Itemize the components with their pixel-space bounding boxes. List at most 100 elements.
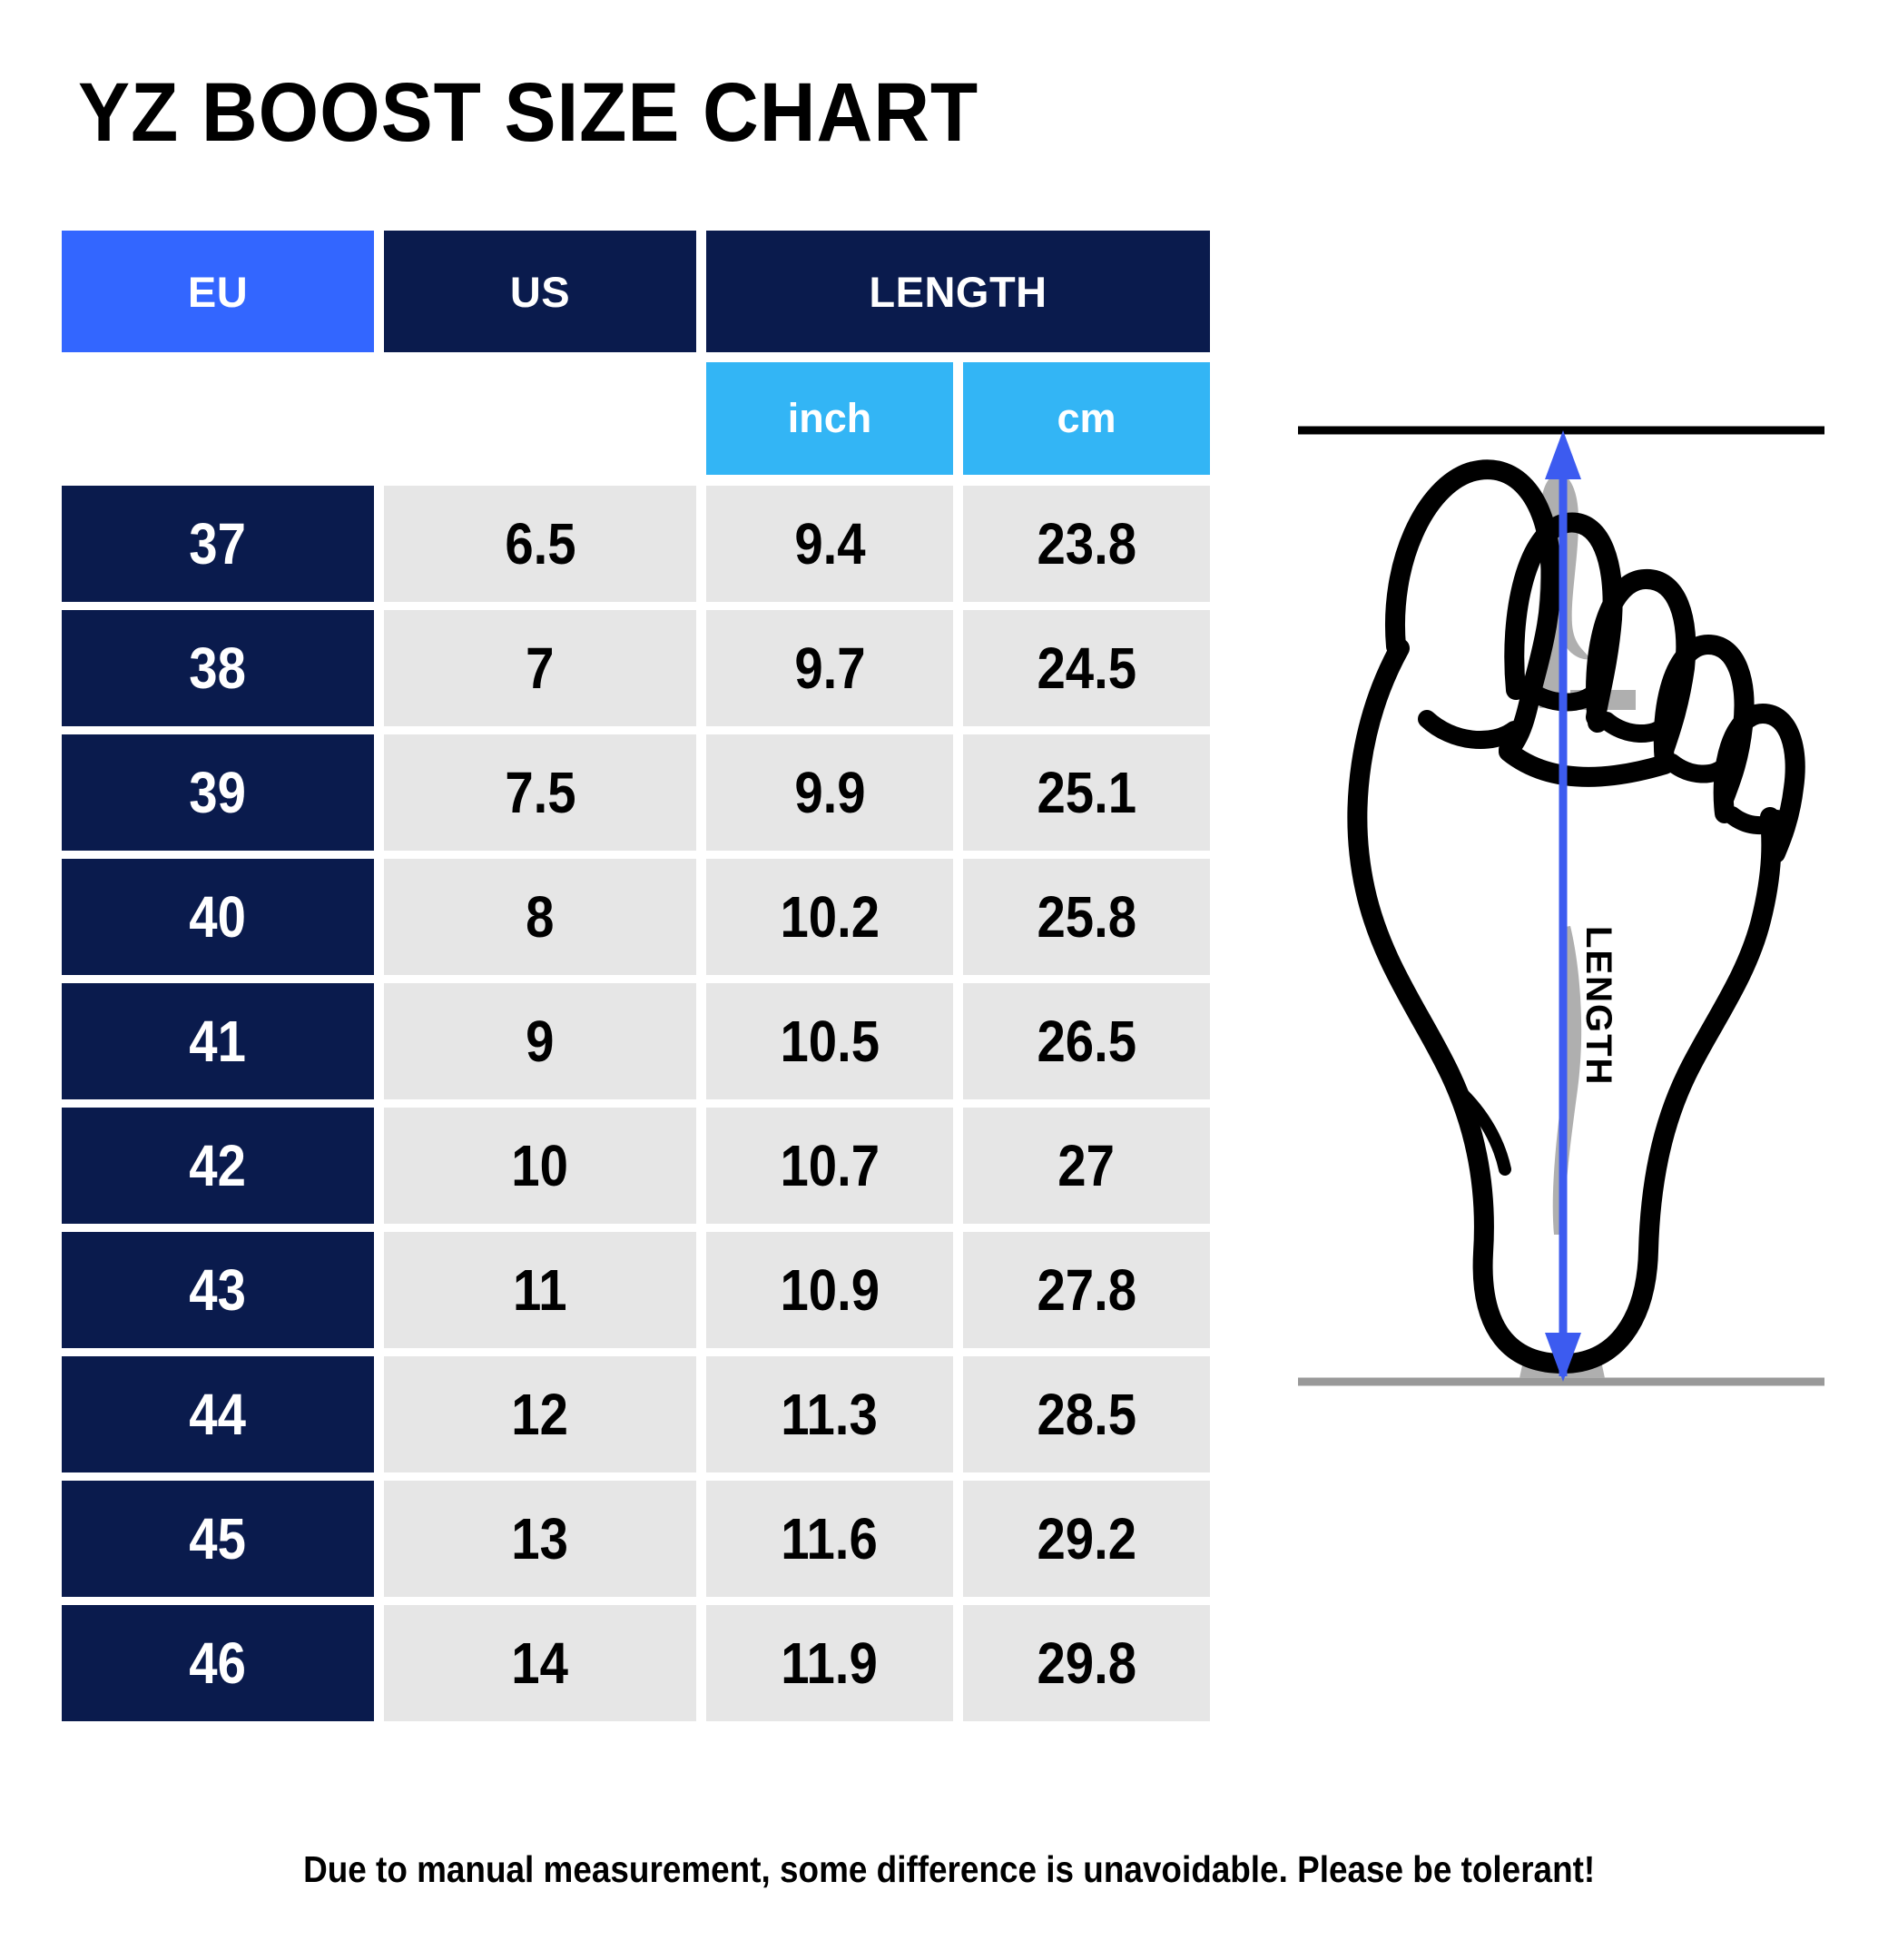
- cell-inch-38-value: 9.7: [793, 635, 866, 701]
- cell-inch-43-value: 10.9: [780, 1257, 880, 1323]
- cell-us-44: 12: [384, 1356, 696, 1472]
- subheader-spacer: [62, 362, 696, 475]
- cell-inch-39: 9.9: [706, 734, 953, 851]
- cell-inch-40: 10.2: [706, 859, 953, 975]
- column-header-cm: cm: [963, 362, 1210, 475]
- cell-cm-38: 24.5: [963, 610, 1210, 726]
- table-row: 43 11 10.9 27.8: [62, 1232, 1210, 1348]
- column-header-us: US: [384, 231, 696, 352]
- cell-cm-43: 27.8: [963, 1232, 1210, 1348]
- cell-us-42: 10: [384, 1108, 696, 1224]
- toe-little: [1713, 704, 1805, 863]
- length-label: LENGTH: [1578, 926, 1618, 1086]
- cell-cm-37-value: 23.8: [1037, 511, 1136, 576]
- cell-inch-37: 9.4: [706, 486, 953, 602]
- cell-us-45: 13: [384, 1481, 696, 1597]
- cell-inch-37-value: 9.4: [793, 511, 866, 576]
- cell-cm-46-value: 29.8: [1037, 1630, 1136, 1696]
- cell-us-45-value: 13: [511, 1506, 569, 1571]
- cell-eu-38: 38: [62, 610, 374, 726]
- cell-cm-39: 25.1: [963, 734, 1210, 851]
- cell-us-39: 7.5: [384, 734, 696, 851]
- cell-inch-45: 11.6: [706, 1481, 953, 1597]
- cell-us-39-value: 7.5: [504, 760, 576, 825]
- cell-eu-37-value: 37: [189, 511, 247, 576]
- cell-us-37: 6.5: [384, 486, 696, 602]
- cell-cm-46: 29.8: [963, 1605, 1210, 1721]
- table-row: 38 7 9.7 24.5: [62, 610, 1210, 726]
- cell-cm-39-value: 25.1: [1037, 760, 1136, 825]
- cell-eu-39-value: 39: [189, 760, 247, 825]
- cell-inch-43: 10.9: [706, 1232, 953, 1348]
- cell-eu-43-value: 43: [189, 1257, 247, 1323]
- cell-us-46-value: 14: [511, 1630, 569, 1696]
- toe-big-crease: [1418, 710, 1523, 749]
- cell-us-42-value: 10: [511, 1133, 569, 1198]
- cell-inch-40-value: 10.2: [780, 884, 880, 950]
- cell-us-37-value: 6.5: [504, 511, 576, 576]
- cell-inch-45-value: 11.6: [781, 1506, 879, 1571]
- cell-us-43-value: 11: [513, 1257, 567, 1323]
- cell-inch-46-value: 11.9: [781, 1630, 879, 1696]
- cell-inch-42-value: 10.7: [780, 1133, 880, 1198]
- table-row: 37 6.5 9.4 23.8: [62, 486, 1210, 602]
- cell-cm-40: 25.8: [963, 859, 1210, 975]
- cell-us-40: 8: [384, 859, 696, 975]
- cell-us-41: 9: [384, 983, 696, 1099]
- table-subheader-row: inch cm: [62, 362, 1210, 475]
- table-body: 37 6.5 9.4 23.8 38 7 9.7 24.5 39 7.5 9.9 25.1 40 8 10.…: [62, 486, 1210, 1721]
- cell-eu-42-value: 42: [189, 1133, 247, 1198]
- column-header-inch: inch: [706, 362, 953, 475]
- cell-eu-45: 45: [62, 1481, 374, 1597]
- cell-cm-41: 26.5: [963, 983, 1210, 1099]
- cell-cm-40-value: 25.8: [1037, 884, 1136, 950]
- table-row: 44 12 11.3 28.5: [62, 1356, 1210, 1472]
- table-row: 46 14 11.9 29.8: [62, 1605, 1210, 1721]
- cell-us-44-value: 12: [511, 1382, 569, 1447]
- cell-eu-46: 46: [62, 1605, 374, 1721]
- table-header-row: EU US LENGTH: [62, 231, 1210, 352]
- cell-us-43: 11: [384, 1232, 696, 1348]
- column-header-eu: EU: [62, 231, 374, 352]
- table-row: 42 10 10.7 27: [62, 1108, 1210, 1224]
- length-arrow-head-bottom: [1545, 1333, 1581, 1382]
- foot-measurement-diagram: LENGTH: [1298, 418, 1824, 1425]
- table-row: 40 8 10.2 25.8: [62, 859, 1210, 975]
- measurement-disclaimer-text: Due to manual measurement, some differen…: [302, 1848, 1596, 1890]
- table-row: 45 13 11.6 29.2: [62, 1481, 1210, 1597]
- cell-cm-44: 28.5: [963, 1356, 1210, 1472]
- cell-inch-44-value: 11.3: [781, 1382, 879, 1447]
- foot-sole-outline: [1347, 638, 1782, 1374]
- cell-eu-38-value: 38: [189, 635, 247, 701]
- toe-third: [1586, 569, 1696, 758]
- cell-us-38: 7: [384, 610, 696, 726]
- cell-cm-44-value: 28.5: [1037, 1382, 1136, 1447]
- cell-cm-42: 27: [963, 1108, 1210, 1224]
- cell-eu-44-value: 44: [189, 1382, 247, 1447]
- cell-cm-45: 29.2: [963, 1481, 1210, 1597]
- cell-inch-41-value: 10.5: [780, 1009, 880, 1074]
- cell-cm-38-value: 24.5: [1037, 635, 1136, 701]
- cell-cm-42-value: 27: [1057, 1133, 1116, 1198]
- cell-eu-45-value: 45: [189, 1506, 247, 1571]
- column-header-length: LENGTH: [706, 231, 1210, 352]
- cell-eu-39: 39: [62, 734, 374, 851]
- cell-eu-43: 43: [62, 1232, 374, 1348]
- toe-fourth: [1653, 635, 1755, 807]
- cell-inch-41: 10.5: [706, 983, 953, 1099]
- cell-eu-37: 37: [62, 486, 374, 602]
- cell-cm-45-value: 29.2: [1037, 1506, 1136, 1571]
- measurement-disclaimer: Due to manual measurement, some differen…: [0, 1848, 1898, 1891]
- foot-inner-arch-line: [1451, 1083, 1511, 1176]
- cell-inch-39-value: 9.9: [793, 760, 866, 825]
- length-arrow-head-top: [1545, 430, 1581, 479]
- cell-cm-43-value: 27.8: [1037, 1257, 1136, 1323]
- cell-us-46: 14: [384, 1605, 696, 1721]
- cell-eu-46-value: 46: [189, 1630, 247, 1696]
- page-title: YZ BOOST SIZE CHART: [78, 66, 979, 159]
- cell-us-40-value: 8: [526, 884, 555, 950]
- cell-cm-41-value: 26.5: [1037, 1009, 1136, 1074]
- cell-us-41-value: 9: [526, 1009, 555, 1074]
- cell-us-38-value: 7: [526, 635, 555, 701]
